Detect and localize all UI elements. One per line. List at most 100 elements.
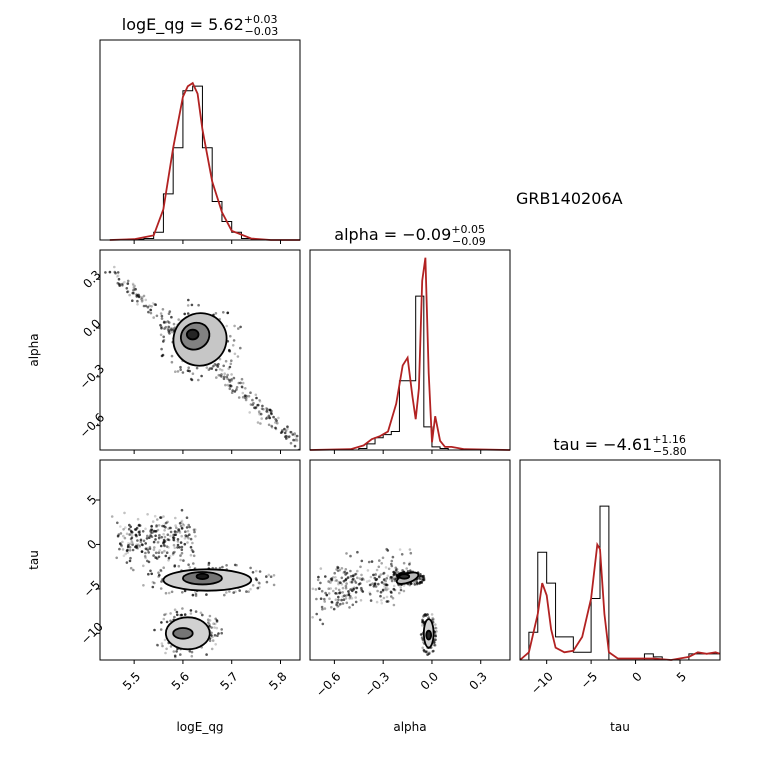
scatter-point xyxy=(331,601,334,604)
scatter-point xyxy=(163,320,166,323)
scatter-point xyxy=(385,586,388,589)
scatter-point xyxy=(137,543,140,547)
scatter-point xyxy=(260,407,264,411)
scatter-point xyxy=(172,328,175,332)
scatter-point xyxy=(121,540,124,544)
scatter-point xyxy=(332,607,336,611)
scatter-point xyxy=(144,556,147,560)
scatter-point xyxy=(336,601,339,604)
scatter-point xyxy=(267,423,271,427)
scatter-point xyxy=(424,650,428,654)
scatter-point xyxy=(344,573,347,576)
scatter-point xyxy=(341,586,345,590)
scatter-point xyxy=(222,311,225,314)
scatter-point xyxy=(195,366,199,370)
scatter-point xyxy=(124,552,127,556)
scatter-point xyxy=(431,616,435,620)
scatter-point xyxy=(160,621,163,624)
scatter-point xyxy=(348,606,351,609)
scatter-point xyxy=(392,587,396,591)
scatter-point xyxy=(354,572,358,576)
scatter-point xyxy=(170,328,173,332)
scatter-point xyxy=(385,583,389,587)
scatter-point xyxy=(337,598,340,602)
scatter-point xyxy=(187,563,190,566)
scatter-point xyxy=(345,594,348,597)
scatter-point xyxy=(126,551,129,554)
scatter-point xyxy=(327,579,330,583)
scatter-point xyxy=(123,511,126,515)
scatter-point xyxy=(130,540,134,543)
scatter-point xyxy=(180,508,184,512)
scatter-point xyxy=(150,305,153,308)
scatter-point xyxy=(183,589,187,593)
scatter-point xyxy=(420,581,424,584)
scatter-point xyxy=(160,551,164,554)
scatter-point xyxy=(167,591,171,595)
scatter-point xyxy=(274,427,278,431)
y-tick-label-tau: 5 xyxy=(84,492,99,507)
scatter-point xyxy=(122,534,125,538)
scatter-point xyxy=(150,535,154,538)
scatter-point xyxy=(183,312,186,316)
scatter-point xyxy=(345,601,349,605)
scatter-point xyxy=(293,432,297,435)
scatter-point xyxy=(337,588,341,592)
scatter-point xyxy=(350,597,354,600)
scatter-point xyxy=(205,653,208,656)
density-fill xyxy=(173,628,193,639)
scatter-point xyxy=(151,520,155,523)
pair-content xyxy=(110,508,276,659)
scatter-point xyxy=(192,528,196,532)
scatter-point xyxy=(262,407,265,411)
scatter-point xyxy=(251,403,254,407)
scatter-point xyxy=(258,570,262,573)
scatter-point xyxy=(381,572,385,576)
scatter-point xyxy=(126,282,130,285)
scatter-point xyxy=(159,569,163,573)
scatter-point xyxy=(354,590,358,594)
scatter-point xyxy=(372,585,376,588)
scatter-point xyxy=(427,616,430,619)
scatter-point xyxy=(176,540,180,543)
scatter-point xyxy=(345,552,348,555)
scatter-point xyxy=(353,586,356,590)
scatter-point xyxy=(351,589,354,593)
scatter-point xyxy=(344,568,348,571)
scatter-point xyxy=(341,602,345,605)
scatter-point xyxy=(118,284,121,287)
scatter-point xyxy=(181,607,184,610)
scatter-point xyxy=(327,592,331,595)
x-axis-label-tau: tau xyxy=(610,720,630,734)
scatter-point xyxy=(379,590,383,594)
scatter-point xyxy=(356,576,359,580)
x-axis-label-logE_qg: logE_qg xyxy=(176,720,223,734)
scatter-point xyxy=(157,536,161,540)
scatter-point xyxy=(210,647,214,651)
scatter-point xyxy=(116,281,120,285)
scatter-point xyxy=(352,574,355,577)
scatter-point xyxy=(167,325,170,329)
scatter-point xyxy=(252,401,255,405)
scatter-point xyxy=(188,649,192,653)
scatter-point xyxy=(390,564,394,568)
scatter-point xyxy=(147,572,150,576)
scatter-point xyxy=(420,636,424,639)
scatter-point xyxy=(137,294,140,298)
scatter-point xyxy=(265,410,269,413)
scatter-point xyxy=(125,549,129,553)
scatter-point xyxy=(223,375,226,379)
hist-panel-alpha: alpha = −0.09+0.05 −0.09 xyxy=(309,223,511,454)
scatter-point xyxy=(168,526,172,530)
scatter-point xyxy=(394,569,398,572)
scatter-point xyxy=(179,613,182,617)
scatter-point xyxy=(124,526,127,529)
scatter-point xyxy=(385,588,388,592)
scatter-point xyxy=(266,416,269,419)
scatter-point xyxy=(319,567,323,570)
scatter-point xyxy=(183,537,187,540)
scatter-point xyxy=(293,444,297,448)
scatter-point xyxy=(149,569,152,573)
scatter-point xyxy=(258,411,261,415)
scatter-point xyxy=(169,534,172,538)
